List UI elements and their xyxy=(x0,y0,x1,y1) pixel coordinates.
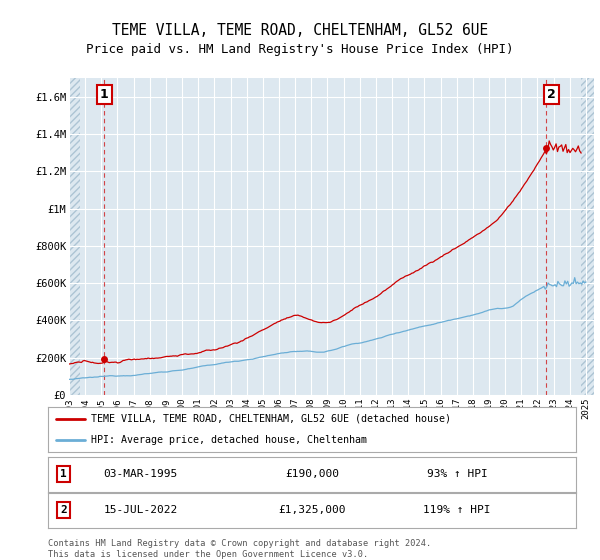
Text: 1: 1 xyxy=(61,469,67,479)
Text: 2: 2 xyxy=(547,88,556,101)
Text: TEME VILLA, TEME ROAD, CHELTENHAM, GL52 6UE: TEME VILLA, TEME ROAD, CHELTENHAM, GL52 … xyxy=(112,22,488,38)
Text: Price paid vs. HM Land Registry's House Price Index (HPI): Price paid vs. HM Land Registry's House … xyxy=(86,43,514,56)
Text: 1: 1 xyxy=(100,88,109,101)
Bar xyxy=(581,78,600,395)
Text: £1,325,000: £1,325,000 xyxy=(278,505,346,515)
Text: Contains HM Land Registry data © Crown copyright and database right 2024.
This d: Contains HM Land Registry data © Crown c… xyxy=(48,539,431,559)
Bar xyxy=(69,78,80,395)
Text: 2: 2 xyxy=(61,505,67,515)
Text: 93% ↑ HPI: 93% ↑ HPI xyxy=(427,469,488,479)
Text: TEME VILLA, TEME ROAD, CHELTENHAM, GL52 6UE (detached house): TEME VILLA, TEME ROAD, CHELTENHAM, GL52 … xyxy=(91,414,451,424)
Text: 03-MAR-1995: 03-MAR-1995 xyxy=(103,469,178,479)
Text: HPI: Average price, detached house, Cheltenham: HPI: Average price, detached house, Chel… xyxy=(91,435,367,445)
Text: 15-JUL-2022: 15-JUL-2022 xyxy=(103,505,178,515)
Text: 119% ↑ HPI: 119% ↑ HPI xyxy=(424,505,491,515)
Text: £190,000: £190,000 xyxy=(285,469,339,479)
